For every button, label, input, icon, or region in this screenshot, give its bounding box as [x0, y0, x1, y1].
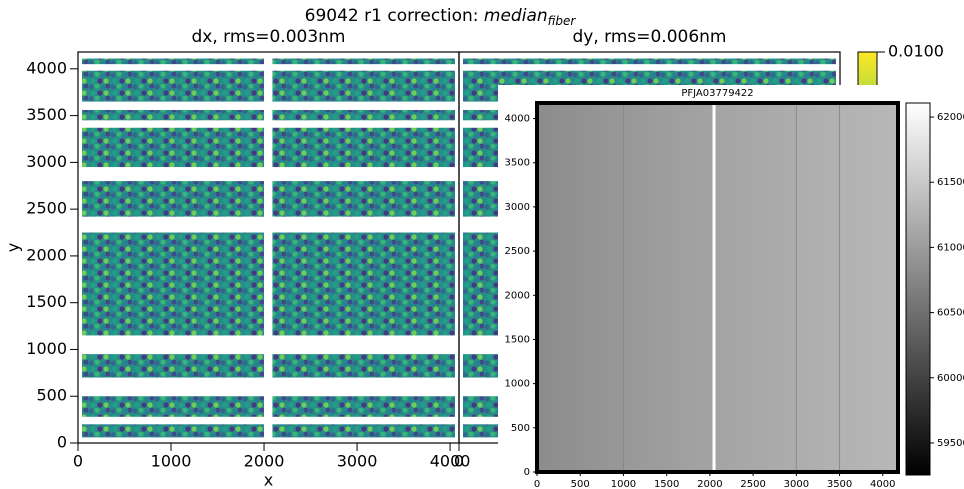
suptitle: 69042 r1 correction: medianfiber: [305, 6, 577, 28]
x-tick-label: 0: [73, 452, 83, 471]
x-tick-label: 3000: [784, 479, 809, 489]
axes-title: dy, rms=0.006nm: [572, 27, 726, 47]
colorbar-tick-label: 62000: [937, 112, 964, 123]
y-tick-label: 1000: [26, 339, 67, 358]
colorbar-tick-label: 60000: [937, 373, 964, 384]
axes-title: PFJA03779422: [681, 88, 753, 99]
y-tick-label: 3500: [505, 158, 530, 169]
colorbar-tick-label: 59500: [937, 438, 964, 449]
y-tick-label: 0: [524, 467, 530, 478]
x-tick-label: 2000: [697, 479, 722, 489]
y-tick-label: 2000: [505, 290, 530, 301]
x-tick-label: 2500: [740, 479, 765, 489]
y-tick-label: 2500: [26, 199, 67, 218]
x-tick-label: 4000: [430, 452, 471, 471]
colorbar-tick-label: 60500: [937, 308, 964, 319]
x-tick-label: 1000: [611, 479, 636, 489]
y-tick-label: 3500: [26, 105, 67, 124]
chip-gap: [264, 53, 273, 442]
x-tick-label: 2000: [244, 452, 285, 471]
x-axis-label: x: [264, 471, 273, 489]
y-tick-label: 500: [511, 423, 530, 434]
x-tick-label: 1500: [654, 479, 679, 489]
suptitle-math: median: [484, 6, 548, 26]
x-tick-label: 3500: [827, 479, 852, 489]
y-tick-label: 4000: [26, 58, 67, 77]
x-tick-label: 3000: [337, 452, 378, 471]
y-tick-label: 0: [57, 433, 67, 452]
y-tick-label: 1500: [505, 334, 530, 345]
y-axis-label: y: [4, 243, 23, 252]
x-tick-label: 500: [571, 479, 590, 489]
y-tick-label: 500: [36, 386, 67, 405]
suptitle-sub: fiber: [548, 14, 577, 28]
colorbar-tick-label: 61500: [937, 177, 964, 188]
colorbar: [905, 102, 931, 476]
x-tick-label: 4000: [870, 479, 895, 489]
y-tick-label: 3000: [505, 202, 530, 213]
fiber-band: [463, 58, 836, 65]
colorbar-tick-label: 61000: [937, 242, 964, 253]
colorbar-tick-label: 0.0100: [888, 42, 944, 61]
suptitle-text: 69042 r1 correction:: [305, 6, 479, 26]
y-tick-label: 4000: [505, 114, 530, 125]
y-tick-label: 1500: [26, 292, 67, 311]
y-tick-label: 3000: [26, 152, 67, 171]
y-tick-label: 2500: [505, 246, 530, 257]
y-tick-label: 1000: [505, 379, 530, 390]
axes-title: dx, rms=0.003nm: [191, 27, 345, 47]
x-tick-label: 1000: [151, 452, 192, 471]
x-tick-label: 0: [454, 452, 464, 471]
axes-frame: [535, 101, 900, 474]
image-pixels: [537, 103, 898, 472]
y-tick-label: 2000: [26, 245, 67, 264]
image-panel: PFJA03779422 0 500 1000 1500 2000 2500 3000 3500…: [505, 88, 964, 489]
x-tick-label: 0: [534, 479, 540, 489]
